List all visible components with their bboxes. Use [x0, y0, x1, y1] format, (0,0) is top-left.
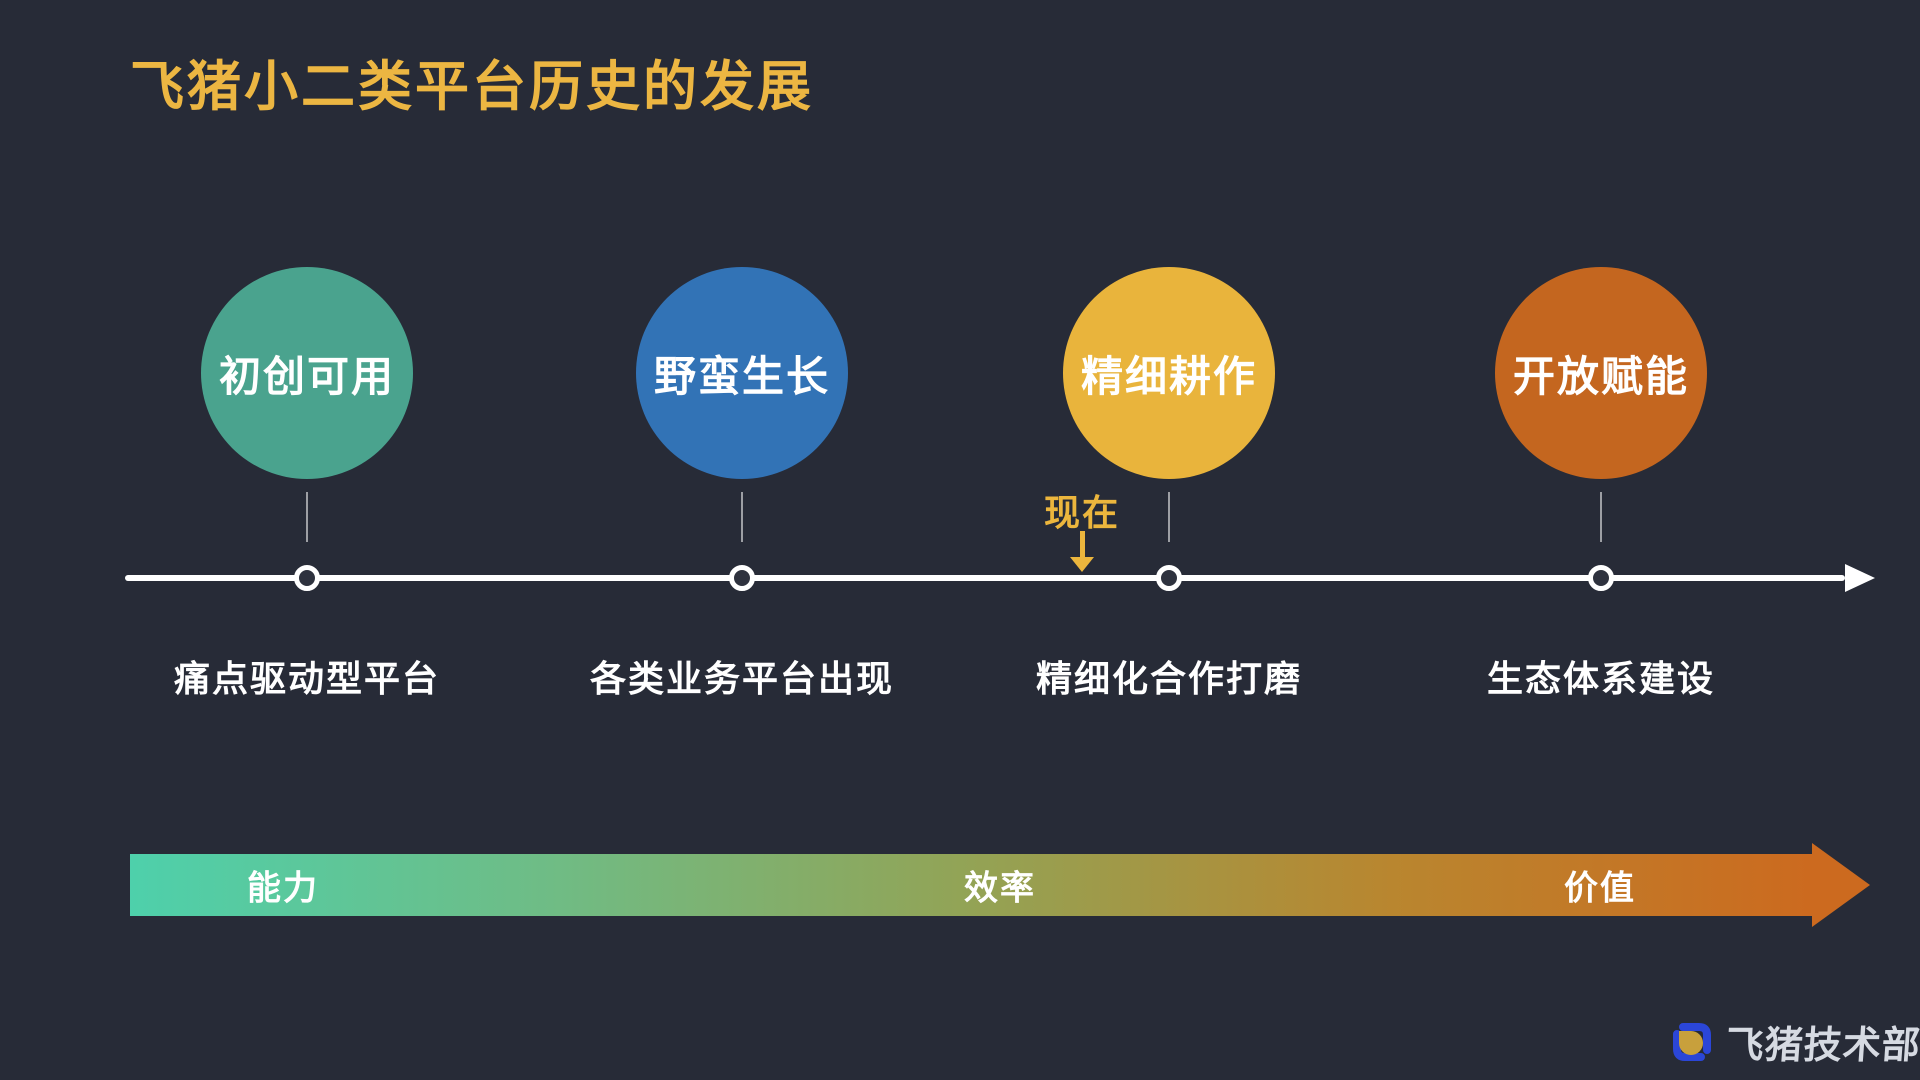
stage-connector-line: [1600, 492, 1602, 542]
timeline-node: [1588, 565, 1614, 591]
now-marker-arrow-shaft: [1080, 531, 1085, 557]
bar-label-capability: 能力: [247, 869, 319, 908]
timeline-node: [294, 565, 320, 591]
stage-description: 精细化合作打磨: [1035, 658, 1302, 699]
gradient-bar: 能力 效率 价值: [130, 854, 1812, 916]
stage-circle: 开放赋能: [1495, 267, 1707, 479]
stage-connector-line: [741, 492, 743, 542]
stage-circle: 野蛮生长: [636, 267, 848, 479]
fliggy-logo-icon: [1668, 1018, 1716, 1066]
brand-footer: 飞猪技术部: [1668, 1014, 1920, 1069]
timeline-node: [729, 565, 755, 591]
stage-description: 生态体系建设: [1486, 658, 1715, 699]
page-title: 飞猪小二类平台历史的发展: [130, 57, 814, 117]
timeline-axis: [125, 564, 1875, 592]
stage-connector-line: [1168, 492, 1170, 542]
stage-connector-line: [306, 492, 308, 542]
stage-circle: 精细耕作: [1063, 267, 1275, 479]
now-marker-arrow-icon: [1070, 557, 1094, 572]
gradient-bar-arrow-icon: [1812, 843, 1870, 927]
timeline-node: [1156, 565, 1182, 591]
stage-circle: 初创可用: [201, 267, 413, 479]
bar-label-efficiency: 效率: [964, 869, 1036, 908]
stage-description: 各类业务平台出现: [589, 658, 894, 699]
now-marker-label: 现在: [1043, 492, 1120, 533]
bar-label-value: 价值: [1564, 869, 1636, 908]
brand-name: 飞猪技术部: [1724, 1025, 1920, 1067]
stage-description: 痛点驱动型平台: [173, 658, 440, 699]
